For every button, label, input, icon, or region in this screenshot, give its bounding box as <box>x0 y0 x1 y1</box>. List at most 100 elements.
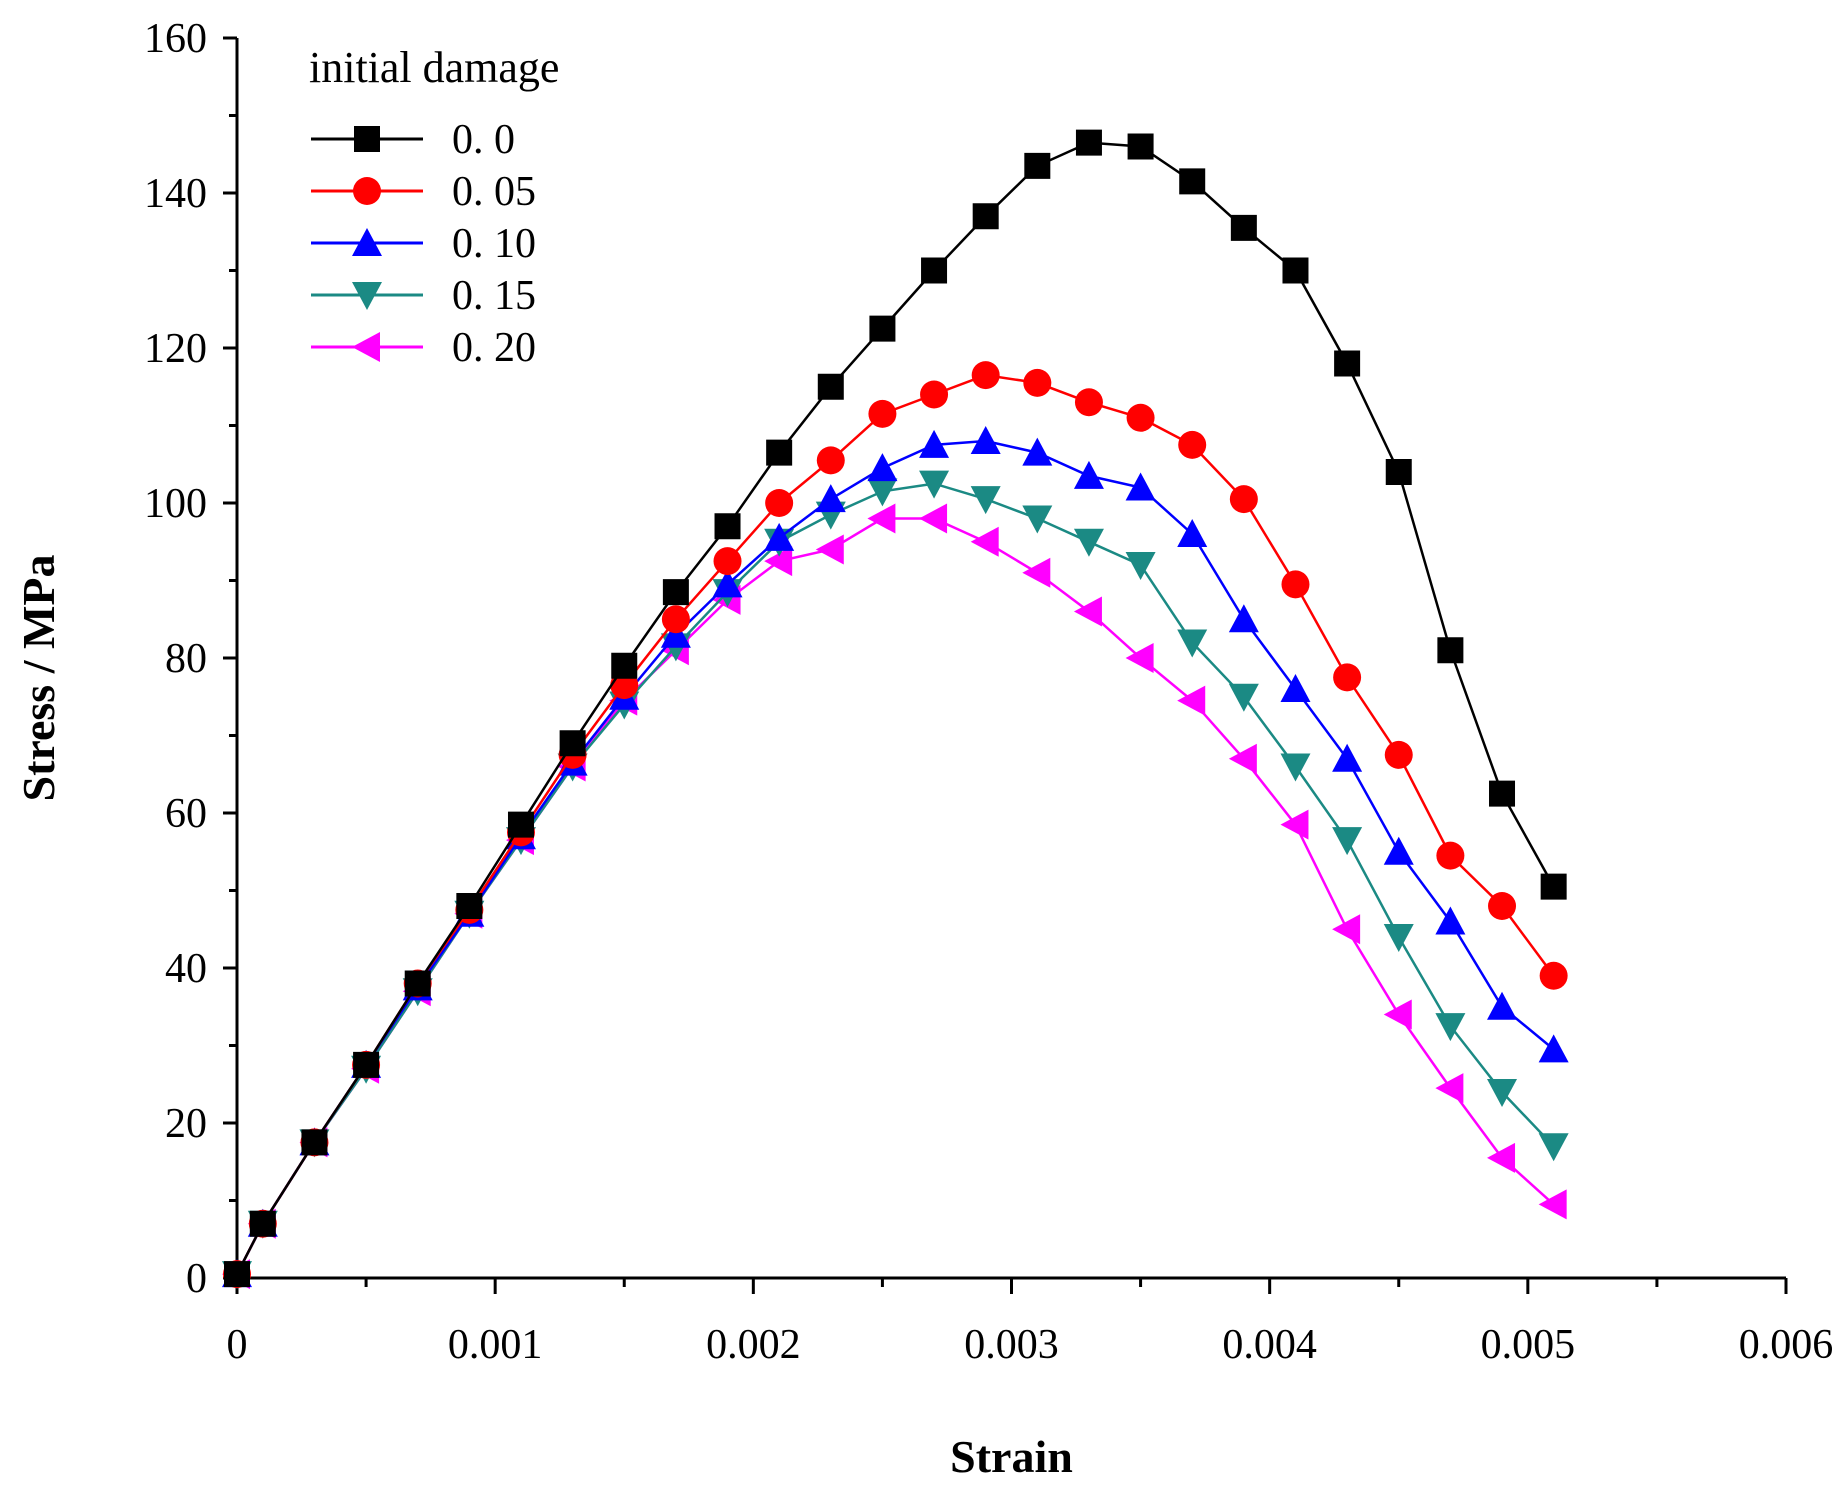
legend-label: 0. 15 <box>452 273 536 319</box>
data-point <box>1127 133 1154 160</box>
data-point <box>1333 663 1362 692</box>
legend-marker <box>352 228 382 256</box>
data-point <box>1437 637 1464 664</box>
data-point <box>1125 472 1156 501</box>
x-tick-label: 0.004 <box>1222 1322 1317 1368</box>
series-1 <box>223 361 1568 1289</box>
data-point <box>1540 873 1567 900</box>
data-point <box>1229 485 1258 514</box>
data-point <box>1435 1013 1466 1042</box>
data-point <box>456 893 483 919</box>
data-point <box>816 446 845 475</box>
data-point <box>1230 214 1257 241</box>
data-point <box>1281 570 1310 599</box>
data-point <box>1228 683 1259 712</box>
legend-label: 0. 0 <box>452 117 515 163</box>
x-tick-label: 0 <box>227 1322 248 1368</box>
data-point <box>919 470 950 499</box>
y-tick-label: 40 <box>165 946 207 992</box>
data-point <box>1228 743 1257 774</box>
x-tick-label: 0.003 <box>964 1322 1059 1368</box>
data-point <box>1435 1073 1464 1104</box>
legend-title: initial damage <box>309 43 559 92</box>
data-point <box>867 453 898 482</box>
data-point <box>970 426 1001 454</box>
data-point <box>1489 780 1516 807</box>
data-point <box>661 605 690 634</box>
legend-item: 0. 05 <box>311 169 536 215</box>
data-point <box>249 1210 276 1237</box>
data-point <box>817 373 844 400</box>
data-point <box>714 513 741 540</box>
data-point <box>869 315 896 342</box>
data-point <box>1383 924 1414 952</box>
x-tick-label: 0.002 <box>706 1322 801 1368</box>
x-tick-label: 0.001 <box>448 1322 543 1368</box>
y-tick-label: 0 <box>186 1256 207 1302</box>
data-point <box>1384 740 1413 769</box>
series-0 <box>224 129 1567 1288</box>
data-point <box>1177 629 1208 658</box>
data-point <box>766 439 793 466</box>
series-4 <box>222 503 1567 1290</box>
data-point <box>1332 827 1363 856</box>
data-point <box>920 380 949 409</box>
data-point <box>1022 557 1051 588</box>
data-point <box>972 203 999 230</box>
series-line <box>235 517 1555 1275</box>
data-point <box>1022 437 1053 466</box>
y-tick-label: 120 <box>144 326 207 372</box>
data-point <box>1125 643 1154 673</box>
series-3 <box>222 470 1569 1290</box>
y-tick-label: 140 <box>144 171 207 217</box>
axes: 0 20 40 60 80 100 120 140 160 0 0.001 0.002 0.003 0.0… <box>144 16 1833 1368</box>
data-point <box>1125 552 1156 580</box>
data-point <box>1538 1133 1569 1162</box>
data-point <box>1538 1034 1569 1063</box>
data-point <box>1280 809 1309 840</box>
data-point <box>1179 168 1206 195</box>
legend-marker <box>352 332 380 362</box>
y-axis-title: Stress / MPa <box>13 554 64 801</box>
data-point <box>1073 460 1104 489</box>
data-point <box>1177 519 1208 547</box>
data-point <box>662 579 689 606</box>
data-point <box>1487 1079 1518 1107</box>
data-point <box>404 970 431 997</box>
data-point <box>867 503 896 534</box>
data-point <box>507 811 534 838</box>
data-point <box>712 569 743 598</box>
data-point <box>611 652 638 679</box>
series-layer <box>222 129 1569 1290</box>
data-point <box>353 1051 380 1078</box>
y-tick-label: 60 <box>165 791 207 837</box>
data-point <box>1488 892 1517 920</box>
x-tick-label: 0.005 <box>1481 1322 1576 1368</box>
data-point <box>1332 743 1363 772</box>
data-point <box>1023 368 1052 397</box>
data-point <box>1334 350 1361 377</box>
data-point <box>867 478 898 507</box>
legend-item: 0. 0 <box>311 117 515 163</box>
data-point <box>1282 257 1309 284</box>
x-tick-label: 0.006 <box>1739 1322 1834 1368</box>
data-point <box>919 503 948 534</box>
data-point <box>815 484 846 513</box>
data-point <box>1436 841 1465 870</box>
y-tick-label: 80 <box>165 636 207 682</box>
series-line <box>235 141 1555 1275</box>
data-point <box>1539 961 1568 990</box>
data-point <box>1177 685 1206 716</box>
data-point <box>660 619 691 648</box>
legend-item: 0. 15 <box>311 273 536 319</box>
data-point <box>1487 1142 1516 1173</box>
legend-label: 0. 05 <box>452 169 536 215</box>
data-point <box>1538 1189 1567 1220</box>
data-point <box>1383 836 1414 865</box>
data-point <box>764 522 795 551</box>
data-point <box>713 547 742 576</box>
data-point <box>1178 430 1207 459</box>
data-point <box>868 399 897 428</box>
data-point <box>1074 388 1103 417</box>
